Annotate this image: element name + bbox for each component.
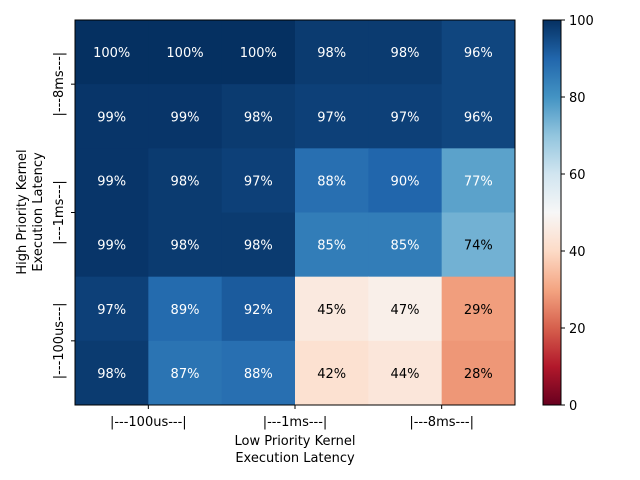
cell-value-label: 85% <box>317 239 346 254</box>
heatmap-cell <box>148 340 223 406</box>
cell-value-label: 100% <box>93 46 130 61</box>
heatmap-cell <box>148 84 223 149</box>
cell-value-label: 28% <box>464 367 493 382</box>
colorbar <box>542 19 562 406</box>
cell-value-label: 89% <box>171 303 200 318</box>
x-axis-label-line1: Low Priority Kernel <box>235 434 356 449</box>
heatmap-cell <box>148 148 223 213</box>
heatmap-cell <box>368 20 443 85</box>
cell-value-label: 98% <box>97 367 126 382</box>
heatmap-cell <box>441 276 516 342</box>
heatmap-cells <box>75 20 516 406</box>
heatmap-cell <box>75 148 149 213</box>
cell-value-label: 44% <box>391 367 420 382</box>
cell-value-label: 98% <box>171 174 200 189</box>
heatmap-cell <box>75 212 149 278</box>
colorbar-tick-label: 80 <box>569 91 586 106</box>
heatmap-cell <box>441 212 516 278</box>
heatmap-cell <box>221 276 296 342</box>
cell-value-label: 99% <box>97 110 126 125</box>
heatmap-cell <box>368 212 443 278</box>
cell-value-label: 87% <box>171 367 200 382</box>
colorbar-ticks: 0 20 40 60 80 100 <box>561 14 594 414</box>
cell-value-label: 97% <box>317 110 346 125</box>
heatmap-cell <box>295 20 369 85</box>
cell-value-label: 99% <box>171 110 200 125</box>
heatmap-cell <box>75 20 149 85</box>
x-axis-label-line2: Execution Latency <box>235 451 355 466</box>
heatmap-cell <box>221 148 296 213</box>
heatmap-cell <box>441 84 516 149</box>
heatmap-cell <box>295 340 369 406</box>
heatmap-cell <box>368 148 443 213</box>
colorbar-tick-label: 0 <box>569 399 577 414</box>
cell-value-label: 97% <box>97 303 126 318</box>
cell-value-label: 88% <box>317 174 346 189</box>
heatmap-cell <box>75 276 149 342</box>
y-tick-label: |---8ms---| <box>52 52 67 117</box>
heatmap-cell <box>148 212 223 278</box>
heatmap-cell-labels: 100% 100% 100% 98% 98% 96% 99% 99% 98% 97% 97% 96% 9… <box>93 46 493 382</box>
cell-value-label: 96% <box>464 110 493 125</box>
heatmap-cell <box>221 20 296 85</box>
heatmap-cell <box>368 276 443 342</box>
cell-value-label: 98% <box>244 110 273 125</box>
cell-value-label: 47% <box>391 303 420 318</box>
heatmap-cell <box>295 148 369 213</box>
heatmap-cell <box>295 84 369 149</box>
y-axis-label-line2: Execution Latency <box>31 152 46 272</box>
cell-value-label: 85% <box>391 239 420 254</box>
y-axis-label-line1: High Priority Kernel <box>15 149 30 274</box>
heatmap-cell <box>441 148 516 213</box>
x-tick-label: |---1ms---| <box>263 415 328 430</box>
heatmap-cell <box>368 84 443 149</box>
heatmap-cell <box>221 84 296 149</box>
cell-value-label: 42% <box>317 367 346 382</box>
cell-value-label: 96% <box>464 46 493 61</box>
y-axis-ticks: |---8ms---| |---1ms---| |---100us---| <box>52 52 75 379</box>
colorbar-tick-label: 60 <box>569 168 586 183</box>
heatmap-cell <box>368 340 443 406</box>
cell-value-label: 98% <box>244 239 273 254</box>
cell-value-label: 97% <box>244 174 273 189</box>
cell-value-label: 88% <box>244 367 273 382</box>
y-tick-label: |---100us---| <box>52 302 67 379</box>
cell-value-label: 98% <box>171 239 200 254</box>
cell-value-label: 90% <box>391 174 420 189</box>
heatmap-cell <box>148 276 223 342</box>
heatmap-cell <box>221 340 296 406</box>
heatmap-cell <box>295 276 369 342</box>
x-tick-label: |---100us---| <box>110 415 187 430</box>
cell-value-label: 99% <box>97 174 126 189</box>
x-tick-label: |---8ms---| <box>409 415 474 430</box>
cell-value-label: 98% <box>317 46 346 61</box>
cell-value-label: 98% <box>391 46 420 61</box>
cell-value-label: 99% <box>97 239 126 254</box>
x-axis-ticks: |---100us---| |---1ms---| |---8ms---| <box>110 405 474 430</box>
cell-value-label: 100% <box>240 46 277 61</box>
heatmap-cell <box>441 20 516 85</box>
cell-value-label: 97% <box>391 110 420 125</box>
heatmap-cell <box>75 340 149 406</box>
colorbar-tick-label: 40 <box>569 245 586 260</box>
heatmap-cell <box>148 20 223 85</box>
cell-value-label: 92% <box>244 303 273 318</box>
cell-value-label: 29% <box>464 303 493 318</box>
colorbar-tick-label: 20 <box>569 322 586 337</box>
cell-value-label: 100% <box>166 46 203 61</box>
heatmap-cell <box>75 84 149 149</box>
heatmap-cell <box>221 212 296 278</box>
heatmap-cell <box>441 340 516 406</box>
cell-value-label: 74% <box>464 239 493 254</box>
colorbar-tick-label: 100 <box>569 14 594 29</box>
cell-value-label: 77% <box>464 174 493 189</box>
heatmap-cell <box>295 212 369 278</box>
y-tick-label: |---1ms---| <box>52 180 67 245</box>
cell-value-label: 45% <box>317 303 346 318</box>
